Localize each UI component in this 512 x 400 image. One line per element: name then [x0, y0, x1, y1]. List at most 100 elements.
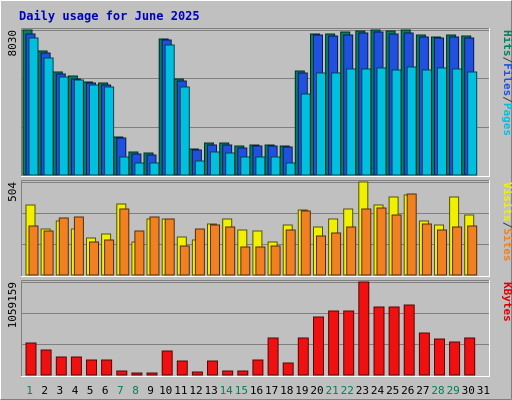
bar-sites-day-6	[104, 239, 115, 276]
x-tick-label-day-6: 6	[102, 384, 109, 397]
bar-sites-day-13	[210, 224, 220, 276]
bar-kbytes-day-1	[25, 342, 37, 376]
bar-sites-day-11	[179, 245, 190, 276]
x-tick-label-day-15: 15	[235, 384, 248, 397]
bar-pages-day-12	[194, 160, 205, 176]
bar-sites-day-16	[255, 246, 266, 276]
bar-sites-day-4	[73, 216, 84, 276]
x-tick-label-day-20: 20	[310, 384, 323, 397]
x-tick-label-day-2: 2	[41, 384, 48, 397]
x-tick-label-day-30: 30	[462, 384, 475, 397]
bar-sites-day-26	[406, 193, 417, 276]
bar-kbytes-day-7	[116, 370, 128, 376]
bar-sites-day-27	[421, 223, 432, 276]
bar-sites-day-8	[134, 230, 145, 276]
bar-pages-day-11	[179, 86, 190, 176]
legend-entry: Files	[501, 63, 512, 96]
x-tick-label-day-23: 23	[356, 384, 369, 397]
bar-pages-day-5	[89, 84, 99, 176]
bar-kbytes-day-2	[40, 349, 52, 376]
bar-sites-day-12	[194, 228, 205, 276]
x-tick-label-day-13: 13	[204, 384, 217, 397]
bar-kbytes-day-12	[191, 371, 203, 376]
bar-kbytes-day-23	[358, 281, 370, 376]
bar-pages-day-27	[421, 69, 432, 176]
bar-kbytes-day-30	[464, 337, 476, 376]
bar-kbytes-day-26	[403, 304, 415, 376]
x-tick-label-day-16: 16	[250, 384, 263, 397]
bar-pages-day-6	[104, 86, 115, 176]
bar-kbytes-day-13	[207, 360, 218, 376]
bar-sites-day-28	[437, 229, 447, 276]
x-tick-label-day-8: 8	[132, 384, 139, 397]
bar-pages-day-24	[376, 67, 387, 176]
x-tick-label-day-31: 31	[477, 384, 490, 397]
panel-visits-sites: 504 Visits/Sites	[6, 180, 512, 277]
bar-pages-day-22	[346, 68, 357, 176]
legend-entry: Hits	[501, 30, 512, 57]
bar-kbytes-day-21	[328, 310, 340, 376]
bar-pages-day-3	[58, 76, 69, 176]
bar-pages-day-20	[316, 72, 326, 176]
bar-sites-day-24	[376, 207, 387, 276]
chart-title: Daily usage for June 2025	[19, 9, 200, 23]
bar-sites-day-1	[28, 225, 39, 276]
legend-entry: /	[501, 222, 512, 229]
bar-kbytes-day-20	[313, 316, 324, 376]
bar-sites-day-14	[225, 226, 236, 276]
bar-sites-day-9	[149, 216, 160, 276]
bar-pages-day-7	[119, 156, 130, 176]
bar-pages-day-23	[361, 68, 372, 176]
bar-kbytes-day-29	[449, 341, 461, 376]
x-tick-label-day-26: 26	[401, 384, 414, 397]
bar-kbytes-day-18	[282, 362, 294, 376]
x-tick-label-day-4: 4	[72, 384, 79, 397]
bar-kbytes-day-27	[418, 332, 430, 376]
legend-hits-files-pages: Hits/Files/Pages	[501, 30, 512, 136]
bar-pages-day-17	[270, 156, 281, 176]
bar-pages-day-28	[437, 67, 447, 176]
x-tick-label-day-1: 1	[26, 384, 33, 397]
legend-entry: /	[501, 57, 512, 64]
x-tick-label-day-29: 29	[447, 384, 460, 397]
bar-kbytes-day-8	[131, 372, 143, 376]
bar-pages-day-18	[285, 162, 296, 176]
bar-sites-day-25	[391, 214, 402, 276]
bar-sites-day-21	[331, 232, 342, 276]
y-max-label: 8030	[6, 30, 19, 57]
x-tick-label-day-12: 12	[189, 384, 202, 397]
bar-sites-day-17	[270, 245, 281, 276]
bar-pages-day-14	[225, 152, 236, 176]
bar-sites-day-10	[164, 218, 175, 276]
bar-pages-day-10	[164, 44, 175, 176]
legend-entry: KBytes	[501, 282, 512, 322]
x-tick-label-day-18: 18	[280, 384, 293, 397]
x-tick-label-day-3: 3	[56, 384, 63, 397]
bar-pages-day-2	[43, 57, 54, 176]
bar-pages-day-30	[467, 71, 478, 176]
bar-pages-day-9	[149, 162, 160, 176]
bar-pages-day-1	[28, 37, 39, 176]
legend-entry: Sites	[501, 228, 512, 261]
bar-sites-day-30	[467, 225, 478, 276]
bar-kbytes-day-24	[373, 306, 385, 376]
bar-sites-day-22	[346, 226, 357, 276]
bar-pages-day-8	[134, 162, 145, 176]
y-max-label: 1059159	[6, 282, 19, 328]
bar-sites-day-7	[119, 208, 130, 276]
bar-pages-day-29	[452, 68, 463, 176]
bar-kbytes-day-15	[237, 370, 249, 376]
x-tick-label-day-14: 14	[220, 384, 234, 397]
x-tick-label-day-9: 9	[147, 384, 154, 397]
bar-kbytes-day-11	[176, 360, 188, 376]
bar-sites-day-15	[240, 246, 251, 276]
bar-pages-day-19	[300, 93, 311, 176]
bar-sites-day-2	[43, 230, 54, 276]
x-tick-label-day-21: 21	[325, 384, 338, 397]
bar-kbytes-day-17	[267, 337, 279, 376]
x-tick-label-day-27: 27	[416, 384, 429, 397]
bar-kbytes-day-6	[101, 359, 113, 376]
bar-sites-day-29	[452, 226, 463, 276]
bar-pages-day-21	[331, 72, 342, 176]
